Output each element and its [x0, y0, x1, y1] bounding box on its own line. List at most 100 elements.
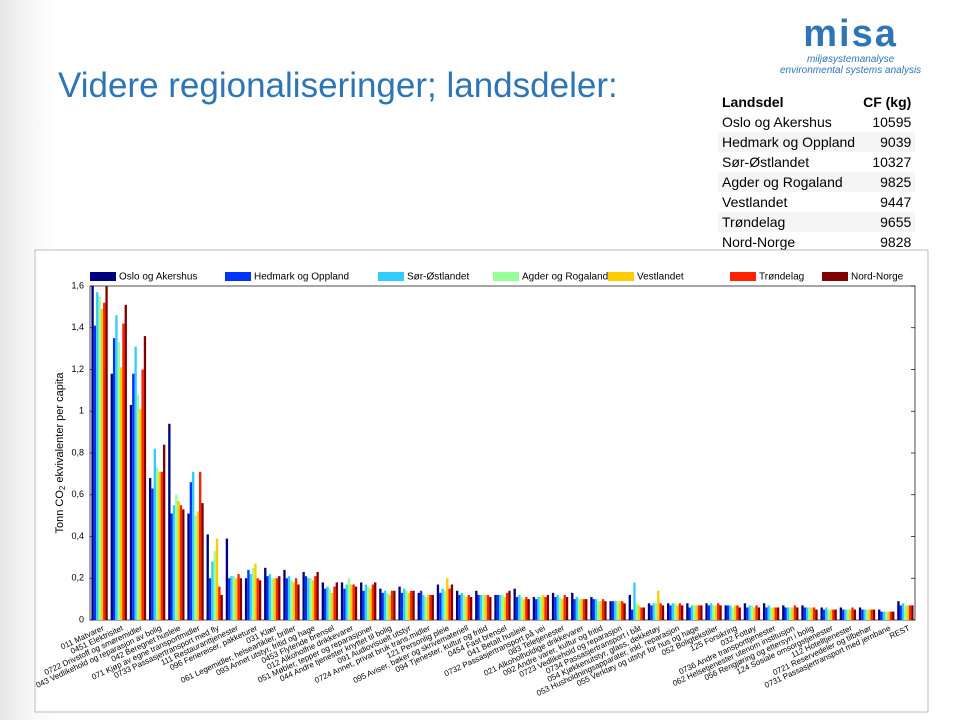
- bar: [172, 505, 176, 620]
- bar: [882, 611, 886, 620]
- bar: [805, 607, 809, 620]
- bar: [868, 609, 871, 620]
- slide-title: Videre regionaliseringer; landsdeler:: [58, 66, 618, 105]
- bar: [712, 605, 715, 620]
- bar: [755, 605, 758, 620]
- bar: [808, 607, 811, 620]
- table-row: Agder og Rogaland 9825: [718, 172, 916, 192]
- bar: [604, 601, 607, 620]
- bar: [750, 605, 754, 620]
- bar: [155, 467, 159, 620]
- bar: [832, 609, 835, 620]
- bar: [266, 576, 269, 620]
- table-row: Hedmark og Oppland 9039: [718, 132, 916, 152]
- bar: [578, 599, 581, 620]
- bar: [726, 605, 730, 620]
- bar: [139, 409, 142, 620]
- table-cell: 10595: [872, 114, 912, 130]
- bar: [179, 505, 183, 620]
- logo-line: miljøsystemanalyse: [806, 54, 895, 65]
- bar: [98, 296, 101, 620]
- bar: [765, 607, 768, 620]
- bar: [448, 588, 451, 620]
- bar: [112, 338, 116, 620]
- bar: [911, 605, 914, 620]
- bar: [573, 599, 576, 620]
- legend-swatch: [90, 272, 116, 281]
- bar: [623, 603, 626, 620]
- bar: [201, 503, 204, 620]
- bar: [525, 597, 528, 620]
- bar: [268, 574, 272, 620]
- bar: [743, 603, 747, 620]
- bar: [501, 594, 504, 620]
- logo: misa miljøsystemanalyse environmental sy…: [780, 14, 921, 76]
- bar: [460, 592, 463, 620]
- bar: [776, 607, 780, 620]
- bar: [422, 594, 425, 620]
- bar: [659, 603, 662, 620]
- bar: [314, 576, 317, 620]
- bar: [897, 601, 900, 620]
- bar: [853, 609, 857, 620]
- bar: [904, 605, 907, 620]
- bar: [96, 292, 99, 620]
- table-row: Oslo og Akershus 10595: [718, 112, 915, 132]
- bar: [390, 590, 394, 620]
- bar: [592, 599, 595, 620]
- bar: [103, 302, 106, 620]
- bar: [294, 578, 298, 620]
- legend-label: Hedmark og Oppland: [254, 272, 349, 283]
- bar: [383, 590, 387, 620]
- bar: [585, 599, 588, 620]
- bar: [388, 594, 391, 620]
- logo-name: misa: [803, 13, 898, 55]
- bar: [753, 607, 756, 620]
- bar: [650, 605, 653, 620]
- bar: [228, 578, 231, 620]
- bar: [688, 607, 691, 620]
- bar: [333, 586, 336, 620]
- bar: [746, 607, 749, 620]
- bar: [208, 578, 212, 620]
- table-row: Sør-Østlandet 10327: [718, 152, 915, 172]
- bar: [887, 611, 890, 620]
- bar: [213, 551, 216, 620]
- bar: [105, 286, 108, 620]
- bar: [182, 509, 185, 620]
- bar: [446, 578, 449, 620]
- bar: [412, 590, 415, 620]
- bar: [287, 576, 291, 620]
- bar: [717, 603, 720, 620]
- bar: [273, 578, 276, 620]
- bar: [611, 601, 615, 620]
- bar: [693, 605, 696, 620]
- bar: [187, 513, 190, 620]
- legend-swatch: [730, 272, 756, 281]
- bar: [719, 605, 722, 620]
- bar: [621, 601, 624, 620]
- bar: [793, 605, 797, 620]
- bar: [544, 597, 547, 620]
- legend-swatch: [608, 272, 634, 281]
- bar: [680, 605, 684, 620]
- bar: [678, 603, 681, 620]
- bar: [285, 578, 288, 620]
- bar: [575, 597, 579, 620]
- bar: [462, 594, 466, 620]
- bar: [508, 590, 511, 620]
- bar: [908, 605, 912, 620]
- bar: [148, 478, 152, 620]
- table-cell: Vestlandet: [722, 194, 788, 210]
- bar: [192, 471, 195, 620]
- bar: [590, 597, 593, 620]
- bar: [330, 592, 334, 620]
- bar: [558, 597, 562, 620]
- bar: [899, 605, 902, 620]
- bar: [513, 588, 516, 620]
- y-tick-label: 0,6: [71, 489, 84, 499]
- bar: [505, 592, 509, 620]
- bar: [110, 373, 113, 620]
